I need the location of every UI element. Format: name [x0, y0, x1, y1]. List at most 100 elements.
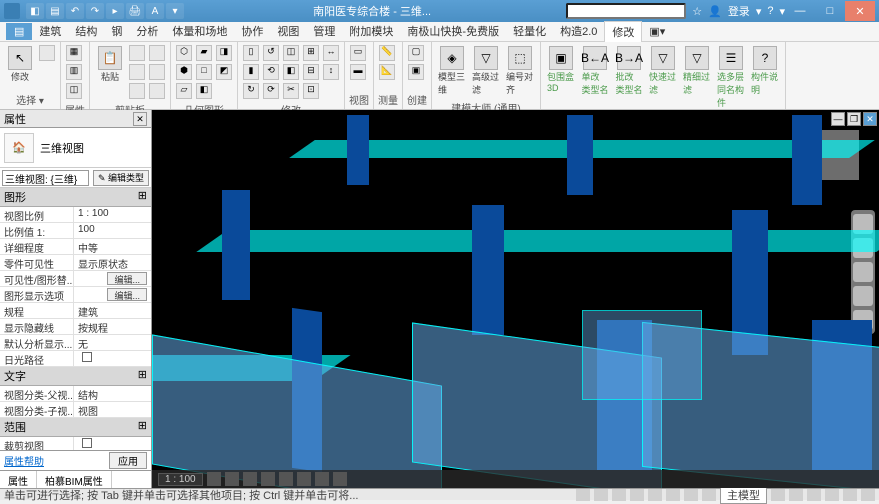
- property-checkbox[interactable]: [82, 352, 92, 362]
- ribbon-small-button[interactable]: ▣: [408, 64, 424, 80]
- user-icon[interactable]: 👤: [708, 5, 722, 18]
- qat-btn[interactable]: ▤: [46, 3, 64, 19]
- status-icon[interactable]: [684, 489, 698, 501]
- ribbon-button[interactable]: ↖修改: [4, 44, 36, 85]
- property-value[interactable]: 按规程: [74, 319, 151, 334]
- view-selector-combo[interactable]: 三维视图: {三维}: [2, 170, 89, 186]
- ribbon-button[interactable]: ▣包围盒3D: [545, 44, 577, 95]
- qat-btn[interactable]: ◧: [26, 3, 44, 19]
- status-icon[interactable]: [825, 489, 839, 501]
- status-icon[interactable]: [594, 489, 608, 501]
- property-section-header[interactable]: 文字⊞: [0, 367, 151, 386]
- property-value[interactable]: 视图: [74, 402, 151, 417]
- status-icon[interactable]: [630, 489, 644, 501]
- star-icon[interactable]: ☆: [692, 5, 702, 18]
- tab-properties[interactable]: 属性: [0, 471, 37, 488]
- ribbon-button[interactable]: ⬚编号对齐: [504, 44, 536, 98]
- ribbon-small-button[interactable]: ▭: [350, 45, 366, 61]
- ribbon-tab[interactable]: 建筑: [32, 21, 68, 42]
- ribbon-small-button[interactable]: ◫: [66, 83, 82, 99]
- status-icon[interactable]: [612, 489, 626, 501]
- ribbon-button[interactable]: ☰选多层同名构件: [715, 44, 747, 111]
- vp-reveal-btn[interactable]: [315, 472, 329, 486]
- ribbon-collapse-btn[interactable]: ▣▾: [642, 23, 672, 40]
- ribbon-small-button[interactable]: ⬡: [176, 45, 192, 61]
- ribbon-button[interactable]: ▽快速过滤: [647, 44, 679, 98]
- panel-close-button[interactable]: ✕: [133, 112, 147, 126]
- property-section-header[interactable]: 范围⊞: [0, 418, 151, 437]
- vp-hide-btn[interactable]: [297, 472, 311, 486]
- qat-redo-btn[interactable]: ↷: [86, 3, 104, 19]
- ribbon-small-button[interactable]: 📐: [379, 64, 395, 80]
- ribbon-tab[interactable]: 钢: [104, 21, 129, 42]
- ribbon-tab[interactable]: 协作: [234, 21, 270, 42]
- ribbon-small-button[interactable]: ▱: [176, 83, 192, 99]
- ribbon-button[interactable]: B→A批改类型名: [613, 44, 645, 98]
- property-value[interactable]: 中等: [74, 239, 151, 254]
- ribbon-small-button[interactable]: [149, 45, 165, 61]
- ribbon-tab[interactable]: 附加模块: [342, 21, 400, 42]
- ribbon-button[interactable]: ▽精细过滤: [681, 44, 713, 98]
- ribbon-small-button[interactable]: [149, 83, 165, 99]
- viewport-scale[interactable]: 1 : 100: [158, 473, 203, 486]
- ribbon-small-button[interactable]: ⊡: [303, 83, 319, 99]
- status-icon[interactable]: [789, 489, 803, 501]
- ribbon-small-button[interactable]: 📏: [379, 45, 395, 61]
- status-icon[interactable]: [807, 489, 821, 501]
- property-edit-button[interactable]: 编辑...: [107, 272, 147, 285]
- ribbon-small-button[interactable]: ◧: [196, 83, 212, 99]
- ribbon-small-button[interactable]: ▯: [243, 45, 259, 61]
- status-icon[interactable]: [771, 489, 785, 501]
- property-value[interactable]: 100: [74, 223, 151, 238]
- vp-render-btn[interactable]: [261, 472, 275, 486]
- ribbon-small-button[interactable]: ◫: [283, 45, 299, 61]
- status-icon[interactable]: [843, 489, 857, 501]
- vp-misc-btn[interactable]: [333, 472, 347, 486]
- ribbon-tab[interactable]: 管理: [306, 21, 342, 42]
- ribbon-small-button[interactable]: [149, 64, 165, 80]
- ribbon-tab[interactable]: 分析: [129, 21, 165, 42]
- property-value[interactable]: 建筑: [74, 303, 151, 318]
- minimize-button[interactable]: —: [785, 1, 815, 21]
- status-icon[interactable]: [702, 489, 716, 501]
- tab-bim-properties[interactable]: 柏慕BIM属性: [37, 471, 112, 488]
- ribbon-small-button[interactable]: ▰: [196, 45, 212, 61]
- ribbon-small-button[interactable]: [129, 64, 145, 80]
- maximize-button[interactable]: □: [815, 1, 845, 21]
- status-icon[interactable]: [576, 489, 590, 501]
- qat-btn[interactable]: A: [146, 3, 164, 19]
- vp-crop-btn[interactable]: [279, 472, 293, 486]
- ribbon-small-button[interactable]: ◩: [216, 64, 232, 80]
- ribbon-small-button[interactable]: ↕: [323, 64, 339, 80]
- ribbon-small-button[interactable]: ▥: [66, 64, 82, 80]
- property-section-header[interactable]: 图形⊞: [0, 188, 151, 207]
- file-menu[interactable]: ▤: [6, 23, 32, 40]
- property-value[interactable]: [74, 437, 151, 450]
- ribbon-button[interactable]: 📋粘贴: [94, 44, 126, 85]
- property-value[interactable]: 结构: [74, 386, 151, 401]
- ribbon-button[interactable]: ▽高级过滤: [470, 44, 502, 98]
- vp-visual-style-btn[interactable]: [207, 472, 221, 486]
- qat-print-btn[interactable]: 🖨: [126, 3, 144, 19]
- ribbon-small-button[interactable]: [39, 45, 55, 61]
- ribbon-tab[interactable]: 轻量化: [506, 21, 553, 42]
- ribbon-small-button[interactable]: ▢: [408, 45, 424, 61]
- ribbon-small-button[interactable]: ⬢: [176, 64, 192, 80]
- model-combo[interactable]: 主模型: [720, 486, 767, 504]
- ribbon-small-button[interactable]: [129, 45, 145, 61]
- property-value[interactable]: [74, 351, 151, 366]
- ribbon-small-button[interactable]: ⟳: [263, 83, 279, 99]
- property-value[interactable]: 1 : 100: [74, 207, 151, 222]
- ribbon-small-button[interactable]: ▦: [66, 45, 82, 61]
- ribbon-button[interactable]: ◈模型三维: [436, 44, 468, 98]
- property-edit-button[interactable]: 编辑...: [107, 288, 147, 301]
- status-icon[interactable]: [648, 489, 662, 501]
- user-dropdown-icon[interactable]: ▾: [756, 5, 762, 18]
- qat-dropdown-btn[interactable]: ▾: [166, 3, 184, 19]
- ribbon-small-button[interactable]: ✂: [283, 83, 299, 99]
- ribbon-tab[interactable]: 结构: [68, 21, 104, 42]
- apply-button[interactable]: 应用: [109, 452, 147, 469]
- ribbon-small-button[interactable]: ▮: [243, 64, 259, 80]
- ribbon-tab[interactable]: 修改: [604, 21, 642, 42]
- ribbon-small-button[interactable]: ◧: [283, 64, 299, 80]
